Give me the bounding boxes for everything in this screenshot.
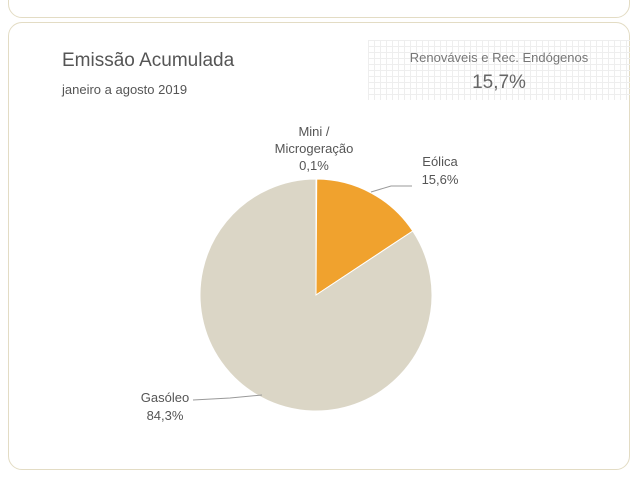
leader-line — [370, 185, 412, 193]
slice-value-label: 84,3% — [146, 408, 184, 423]
chart-title: Emissão Acumulada — [62, 50, 235, 71]
slice-value-label: 15,6% — [421, 172, 459, 187]
pie-slice — [315, 178, 414, 296]
slice-label: Eólica — [422, 154, 458, 169]
leader-line — [192, 394, 263, 401]
chart-subtitle: janeiro a agosto 2019 — [62, 82, 188, 97]
kpi-value: 15,7% — [472, 72, 526, 93]
slice-label: Mini / Microgeração — [274, 124, 354, 156]
slice-label: Gasóleo — [140, 390, 190, 405]
pie-slice — [199, 178, 433, 412]
slice-value-label: 0,1% — [299, 158, 329, 173]
kpi-label: Renováveis e Rec. Endógenos — [409, 50, 589, 65]
kpi-box: Renováveis e Rec. Endógenos 15,7% — [368, 40, 630, 100]
